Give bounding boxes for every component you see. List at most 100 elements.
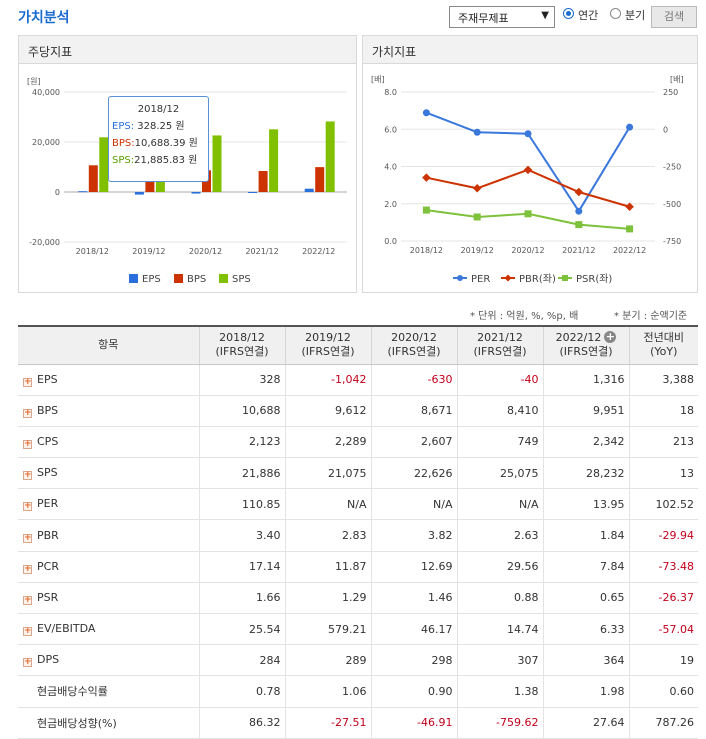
expand-plus-icon[interactable]: + [23, 407, 32, 418]
expand-plus-icon[interactable]: + [23, 470, 32, 481]
bar-eps[interactable] [304, 188, 314, 192]
value-cell: 9,951 [542, 395, 629, 427]
row-label-cell: + PCR [18, 551, 199, 583]
row-label: PCR [37, 559, 59, 573]
expand-plus-icon[interactable]: + [23, 376, 32, 387]
point-pbr[interactable] [472, 184, 482, 193]
bar-sps[interactable] [269, 129, 279, 192]
search-button[interactable]: 검색 [651, 6, 697, 28]
bar-bps[interactable] [258, 170, 268, 192]
table-row: + SPS 21,886 21,075 22,626 25,075 28,232 13 [18, 457, 698, 490]
value-cell: 284 [198, 644, 285, 677]
expand-plus-icon[interactable]: + [23, 626, 32, 637]
value-cell: N/A [456, 488, 543, 521]
value-cell: 27.64 [542, 707, 629, 739]
point-per[interactable] [422, 109, 430, 117]
expand-plus-icon[interactable]: + [23, 438, 32, 449]
quarter-radio-label[interactable]: 분기 [625, 9, 646, 22]
table-row: + BPS 10,688 9,612 8,671 8,410 9,951 18 [18, 395, 698, 427]
point-psr[interactable] [422, 206, 430, 214]
point-psr[interactable] [575, 221, 583, 229]
bar-eps[interactable] [78, 191, 88, 193]
point-per[interactable] [473, 128, 481, 136]
tooltip-bps-label: BPS: [112, 138, 135, 149]
expand-plus-icon[interactable]: + [23, 501, 32, 512]
value-cell: 0.90 [370, 675, 457, 708]
value-cell: 21,075 [284, 457, 371, 490]
header-line-2: (IFRS연결) [387, 345, 441, 359]
table-row: + DPS 284 289 298 307 364 19 [18, 644, 698, 677]
header-line-2: (IFRS연결) [473, 345, 527, 359]
value-cell: 2,607 [370, 426, 457, 459]
x-tick-label: 2022/12 [613, 246, 646, 255]
bar-eps[interactable] [191, 192, 201, 194]
series-line-PBR(좌) [426, 168, 630, 208]
expand-plus-icon[interactable]: + [23, 563, 32, 574]
value-cell: 18 [628, 395, 698, 427]
row-label: SPS [37, 466, 58, 480]
header-bar: 가치분석 주재무제표 ▼ 연간 분기 검색 [0, 0, 706, 32]
bar-eps[interactable] [248, 192, 258, 193]
bar-sps[interactable] [325, 121, 335, 192]
point-pbr[interactable] [625, 202, 634, 211]
row-label: EPS [37, 372, 58, 386]
value-cell: 17.14 [198, 551, 285, 583]
value-cell: 579.21 [284, 613, 371, 646]
table-row: + EV/EBITDA 25.54 579.21 46.17 14.74 6.33 -57.0… [18, 613, 698, 646]
per-share-panel-title: 주당지표 [19, 36, 356, 64]
point-psr[interactable] [473, 213, 481, 221]
value-cell: 102.52 [628, 488, 698, 521]
value-cell: 1.38 [456, 675, 543, 708]
value-cell: 787.26 [628, 707, 698, 739]
header-col-5: 2022/12 + (IFRS연결) [542, 325, 629, 365]
point-per[interactable] [524, 130, 532, 138]
bar-bps[interactable] [88, 165, 98, 192]
legend-swatch [174, 274, 183, 283]
value-cell: -46.91 [370, 707, 457, 739]
header-col-3: 2020/12 (IFRS연결) [370, 325, 457, 365]
row-label: PSR [37, 590, 59, 604]
value-cell: 0.65 [542, 582, 629, 615]
value-cell: -1,042 [284, 364, 371, 396]
header-line-2: (IFRS연결) [215, 345, 269, 359]
table-row: + CPS 2,123 2,289 2,607 749 2,342 213 [18, 426, 698, 459]
annual-radio[interactable] [563, 8, 574, 19]
x-tick-label: 2019/12 [132, 247, 165, 256]
add-column-icon[interactable]: + [604, 330, 617, 344]
point-pbr[interactable] [422, 173, 431, 182]
row-label-cell: + CPS [18, 426, 199, 459]
x-tick-label: 2020/12 [511, 246, 544, 255]
value-cell: 0.88 [456, 582, 543, 615]
point-pbr[interactable] [574, 187, 584, 197]
bar-sps[interactable] [212, 135, 222, 192]
annual-radio-label[interactable]: 연간 [578, 9, 599, 22]
legend-swatch [129, 274, 138, 283]
y-axis-unit-right: [배] [670, 75, 684, 84]
expand-plus-icon[interactable]: + [23, 594, 32, 605]
legend-label: EPS [142, 274, 161, 285]
value-cell: 6.33 [542, 613, 629, 646]
value-cell: 22,626 [370, 457, 457, 490]
value-cell: 2.83 [284, 519, 371, 552]
bar-eps[interactable] [134, 192, 144, 195]
header-col-6: 전년대비 (YoY) [628, 325, 698, 365]
point-psr[interactable] [626, 225, 634, 233]
point-psr[interactable] [524, 210, 532, 218]
point-per[interactable] [626, 123, 634, 131]
value-cell: 29.56 [456, 551, 543, 583]
value-cell: 213 [628, 426, 698, 459]
expand-plus-icon[interactable]: + [23, 532, 32, 543]
valuation-panel-title: 가치지표 [363, 36, 697, 64]
expand-plus-icon[interactable]: + [23, 657, 32, 668]
quarter-radio[interactable] [610, 8, 621, 19]
bar-sps[interactable] [99, 137, 109, 192]
statement-select[interactable]: 주재무제표 ▼ [449, 6, 555, 28]
point-per[interactable] [575, 207, 583, 215]
header-line-1: 전년대비 [643, 331, 684, 345]
row-label-cell: + SPS [18, 457, 199, 490]
table-body: + EPS 328 -1,042 -630 -40 1,316 3,388 + BPS 10,688… [18, 364, 698, 739]
bar-bps[interactable] [315, 167, 325, 192]
legend-marker [457, 275, 463, 281]
tooltip-eps-label: EPS: [112, 121, 135, 132]
header-col-1: 2018/12 (IFRS연결) [198, 325, 285, 365]
